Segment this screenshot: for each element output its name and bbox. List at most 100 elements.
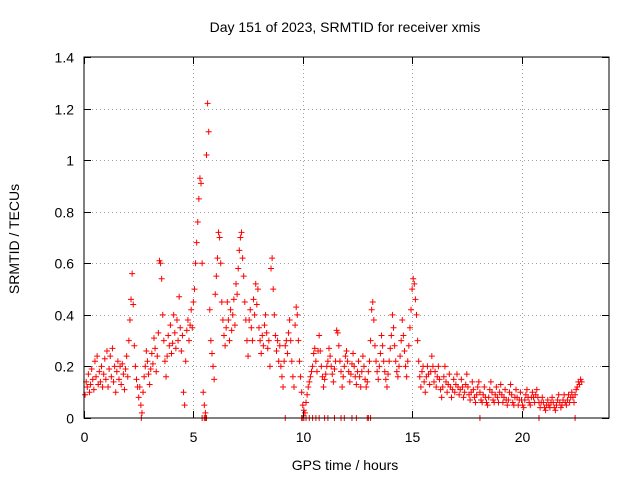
- data-point: [402, 363, 409, 370]
- data-point: [121, 386, 128, 393]
- data-point: [328, 363, 335, 370]
- data-point: [172, 345, 179, 352]
- data-point: [397, 353, 404, 360]
- data-point: [132, 363, 139, 370]
- data-point: [467, 396, 474, 403]
- data-point: [418, 368, 425, 375]
- data-point: [380, 358, 387, 365]
- data-point: [163, 373, 170, 380]
- data-point: [370, 317, 377, 324]
- y-tick-label: 0: [66, 411, 74, 427]
- data-point: [303, 399, 310, 406]
- data-point: [94, 353, 101, 360]
- data-point: [85, 371, 92, 378]
- data-point: [364, 378, 371, 385]
- data-point: [385, 371, 392, 378]
- data-point: [133, 376, 140, 383]
- plot-frame: [83, 56, 610, 419]
- data-point: [549, 394, 556, 401]
- data-point: [158, 275, 165, 282]
- data-point: [208, 350, 215, 357]
- data-point: [183, 327, 190, 334]
- data-point: [485, 394, 492, 401]
- data-point: [336, 358, 343, 365]
- data-point: [507, 381, 514, 388]
- data-point: [103, 347, 110, 354]
- data-point: [256, 324, 262, 331]
- data-point: [277, 363, 284, 370]
- data-point: [379, 342, 386, 349]
- data-point: [389, 311, 396, 318]
- data-point: [284, 350, 291, 357]
- data-point: [151, 335, 157, 342]
- data-point: [293, 304, 300, 311]
- data-point: [356, 373, 363, 380]
- data-point: [343, 347, 350, 354]
- data-point: [508, 391, 515, 398]
- data-point: [82, 391, 89, 398]
- data-point: [145, 371, 152, 378]
- data-point: [381, 368, 388, 375]
- data-point: [494, 394, 501, 401]
- data-point: [304, 391, 311, 398]
- data-point: [96, 368, 103, 375]
- data-point: [408, 306, 415, 313]
- data-point: [194, 219, 201, 226]
- data-point: [190, 298, 197, 305]
- data-point: [205, 128, 212, 135]
- data-point: [238, 229, 245, 236]
- data-point: [155, 329, 162, 336]
- data-point: [231, 322, 238, 329]
- data-point: [333, 327, 340, 334]
- data-point: [111, 363, 118, 370]
- data-point: [424, 363, 431, 370]
- data-point: [341, 363, 348, 370]
- data-point: [113, 368, 120, 375]
- data-point: [136, 384, 143, 391]
- data-point: [226, 337, 233, 344]
- data-point: [258, 350, 265, 357]
- data-point: [118, 381, 125, 388]
- data-point: [170, 311, 177, 318]
- data-point: [294, 311, 301, 318]
- data-point: [120, 371, 127, 378]
- data-point: [236, 247, 243, 254]
- data-point: [563, 402, 570, 409]
- data-point: [306, 378, 313, 385]
- data-point: [470, 386, 477, 393]
- data-point: [273, 347, 280, 354]
- data-point: [106, 366, 113, 373]
- data-point: [386, 358, 393, 365]
- data-point: [100, 371, 107, 378]
- data-point: [388, 332, 395, 339]
- data-point: [160, 337, 167, 344]
- data-point: [373, 358, 380, 365]
- data-point: [266, 363, 273, 370]
- data-point: [552, 407, 559, 414]
- data-point: [178, 347, 185, 354]
- data-point: [444, 389, 451, 396]
- data-point: [97, 378, 104, 385]
- data-point: [298, 389, 305, 396]
- data-point: [276, 342, 283, 349]
- data-point: [307, 373, 314, 380]
- data-point: [152, 345, 159, 352]
- data-point: [168, 350, 175, 357]
- data-point: [243, 337, 250, 344]
- data-point: [428, 353, 435, 360]
- data-point: [147, 366, 154, 373]
- data-point: [224, 298, 231, 305]
- data-point: [487, 378, 494, 385]
- x-tick-label: 15: [405, 429, 421, 445]
- data-point: [412, 296, 419, 303]
- data-point: [517, 389, 524, 396]
- data-point: [186, 337, 192, 344]
- data-point: [358, 368, 365, 375]
- data-point: [233, 280, 240, 287]
- data-point: [377, 350, 384, 357]
- data-point: [129, 270, 136, 277]
- data-point: [173, 317, 180, 324]
- data-point: [405, 342, 412, 349]
- data-point: [271, 311, 278, 318]
- data-point: [240, 273, 247, 280]
